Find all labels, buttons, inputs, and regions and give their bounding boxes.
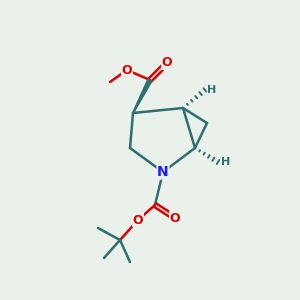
Text: O: O (122, 64, 132, 76)
Text: O: O (162, 56, 172, 70)
Polygon shape (133, 79, 152, 113)
Text: H: H (221, 157, 231, 167)
Text: O: O (133, 214, 143, 226)
Text: H: H (207, 85, 217, 95)
Text: N: N (157, 165, 169, 179)
Text: O: O (170, 212, 180, 224)
